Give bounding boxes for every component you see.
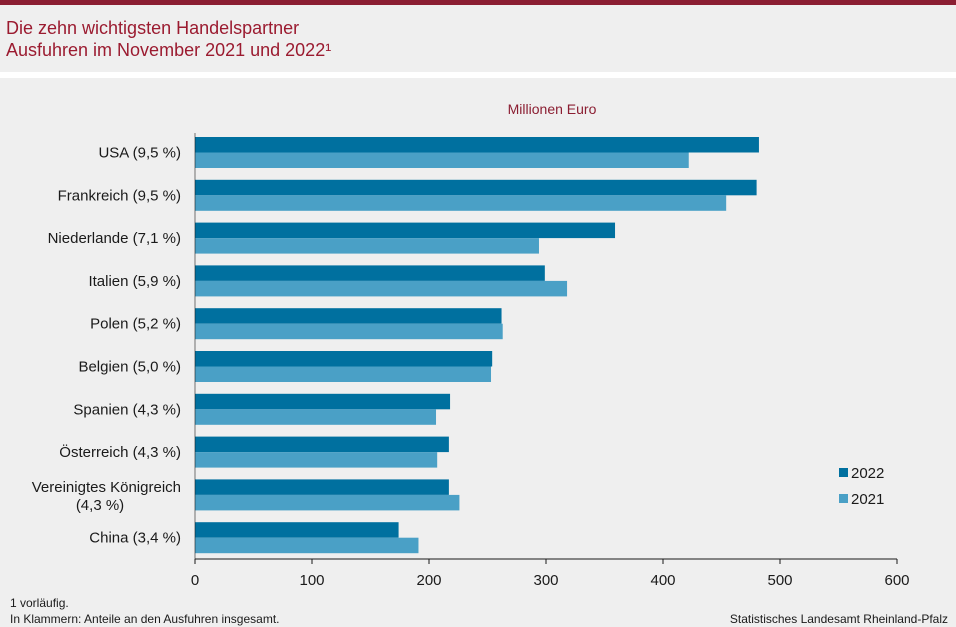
bar-2022-0 [195, 137, 759, 153]
bar-2022-8 [195, 479, 449, 495]
category-label-line2: (4,3 %) [76, 497, 124, 514]
chart-title: Die zehn wichtigsten Handelspartner [6, 18, 300, 38]
bar-2022-7 [195, 436, 449, 453]
source-label: Statistisches Landesamt Rheinland-Pfalz [729, 612, 948, 626]
bar-2022-3 [195, 265, 545, 281]
bar-2022-1 [195, 179, 757, 196]
legend-swatch-2021 [839, 494, 848, 503]
category-label: Spanien (4,3 %) [73, 401, 181, 418]
category-label: USA (9,5 %) [98, 145, 181, 162]
category-label: China (3,4 %) [89, 530, 181, 547]
bar-2021-8 [195, 494, 460, 511]
category-label: Niederlande (7,1 %) [48, 230, 181, 247]
category-label: Österreich (4,3 %) [59, 443, 181, 461]
bar-2022-4 [195, 308, 502, 324]
category-label: Belgien (5,0 %) [78, 359, 181, 376]
bar-2022-9 [195, 522, 399, 538]
legend-swatch-2022 [839, 468, 848, 477]
footnote-preliminary: 1 vorläufig. [10, 596, 69, 610]
bar-2021-5 [195, 366, 492, 382]
unit-label: Millionen Euro [507, 101, 597, 117]
footnote-brackets: In Klammern: Anteile an den Ausfuhren in… [10, 612, 280, 626]
bar-2021-1 [195, 195, 727, 211]
title-separator [0, 72, 956, 78]
bar-2021-0 [195, 152, 689, 168]
x-tick-label: 400 [650, 572, 675, 589]
x-tick-label: 0 [191, 572, 199, 589]
bar-2022-6 [195, 393, 451, 410]
bar-2022-5 [195, 351, 493, 367]
bar-2021-4 [195, 323, 503, 340]
x-tick-label: 300 [533, 572, 558, 589]
x-tick-label: 200 [416, 572, 441, 589]
x-tick-label: 100 [299, 572, 324, 589]
bar-2022-2 [195, 222, 616, 239]
category-label: Vereinigtes Königreich [32, 479, 181, 496]
bar-2021-3 [195, 280, 568, 297]
category-label: Italien (5,9 %) [88, 273, 181, 290]
bar-2021-6 [195, 409, 437, 425]
category-label: Frankreich (9,5 %) [58, 187, 181, 204]
x-tick-label: 600 [884, 572, 909, 589]
bar-2021-2 [195, 238, 539, 254]
chart-subtitle: Ausfuhren im November 2021 und 2022¹ [6, 40, 332, 60]
category-label: Polen (5,2 %) [90, 316, 181, 333]
top-accent-bar [0, 0, 956, 5]
title-area: Die zehn wichtigsten Handelspartner Ausf… [0, 5, 956, 72]
legend-label-2021: 2021 [851, 491, 884, 508]
bar-2021-9 [195, 537, 419, 554]
legend-label-2022: 2022 [851, 465, 884, 482]
x-tick-label: 500 [767, 572, 792, 589]
bar-2021-7 [195, 452, 438, 468]
